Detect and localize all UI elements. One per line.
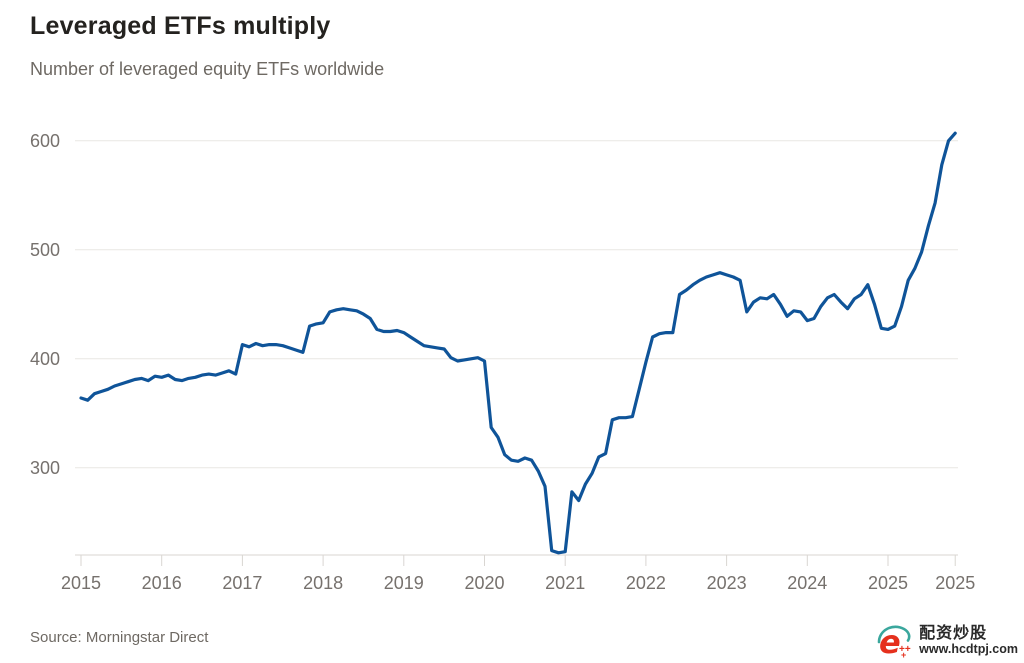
- chart-subtitle: Number of leveraged equity ETFs worldwid…: [30, 59, 385, 79]
- x-tick-label: 2022: [626, 573, 666, 593]
- logo-letter: e: [879, 623, 901, 660]
- site-logo-icon: e ++ +: [877, 623, 911, 660]
- logo-plus-mark: +: [901, 650, 906, 660]
- x-tick-label: 2023: [707, 573, 747, 593]
- logo-swoosh: [877, 625, 911, 644]
- x-tick-label: 2025: [868, 573, 908, 593]
- x-tick-label: 2021: [545, 573, 585, 593]
- series-line: [79, 131, 957, 555]
- source-label: Source: Morningstar Direct: [30, 629, 209, 646]
- x-tick-label: 2015: [61, 573, 101, 593]
- site-name: 配资炒股: [919, 625, 988, 643]
- y-tick-label: 400: [30, 349, 60, 369]
- watermark: e ++ + 配资炒股 www.hcdtpj.com: [874, 622, 1018, 660]
- y-tick-label: 600: [30, 131, 60, 151]
- x-tick-label: 2025: [935, 573, 975, 593]
- x-tick-label: 2020: [464, 573, 504, 593]
- x-tick-label: 2017: [222, 573, 262, 593]
- x-tick-label: 2018: [303, 573, 343, 593]
- x-tick-label: 2016: [142, 573, 182, 593]
- chart-title: Leveraged ETFs multiply: [30, 12, 331, 40]
- y-tick-label: 500: [30, 240, 60, 260]
- site-url: www.hcdtpj.com: [919, 641, 1018, 656]
- x-tick-label: 2024: [787, 573, 827, 593]
- logo-plus-marks: ++: [899, 644, 911, 655]
- x-tick-label: 2019: [384, 573, 424, 593]
- y-tick-label: 300: [30, 458, 60, 478]
